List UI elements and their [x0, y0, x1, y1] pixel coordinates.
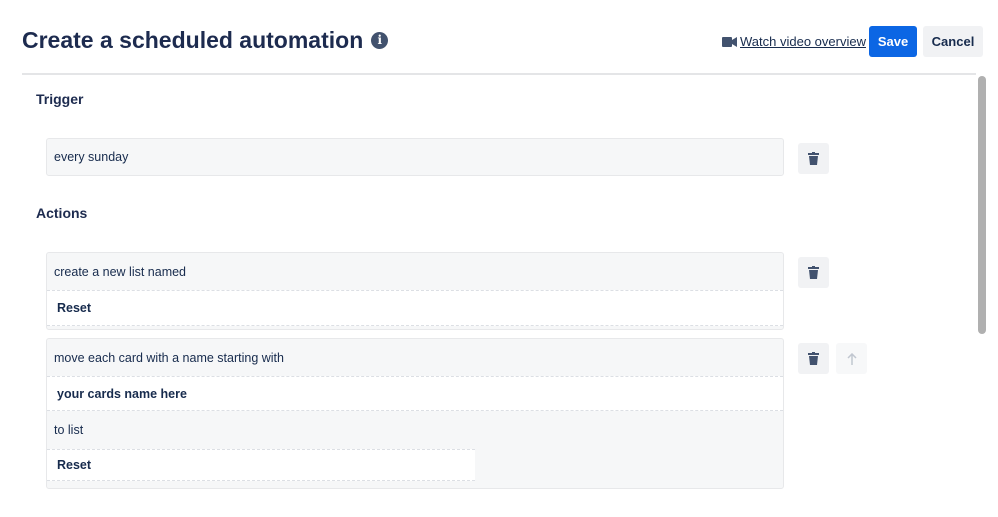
- card-name-input[interactable]: your cards name here: [47, 376, 783, 411]
- arrow-up-icon: [846, 352, 857, 365]
- delete-trigger-button[interactable]: [798, 143, 829, 174]
- list-name-input[interactable]: Reset: [47, 290, 783, 326]
- trash-icon: [808, 352, 819, 365]
- move-up-button[interactable]: [836, 343, 867, 374]
- action-text: create a new list named: [54, 264, 187, 279]
- trigger-heading: Trigger: [36, 91, 84, 107]
- action-text: move each card with a name starting with: [54, 350, 284, 365]
- list-select[interactable]: Reset: [47, 449, 475, 481]
- watch-video-link[interactable]: Watch video overview: [722, 34, 866, 49]
- scrollbar[interactable]: [978, 76, 986, 334]
- watch-video-text[interactable]: Watch video overview: [740, 34, 866, 49]
- delete-action-button[interactable]: [798, 343, 829, 374]
- video-camera-icon: [722, 36, 737, 47]
- trigger-text: every sunday: [54, 150, 129, 164]
- action-item: move each card with a name starting with…: [46, 338, 784, 489]
- info-icon[interactable]: i: [371, 32, 389, 49]
- action-text-2: to list: [54, 423, 84, 437]
- trigger-box[interactable]: every sunday: [46, 138, 784, 176]
- save-button[interactable]: Save: [869, 26, 917, 57]
- cancel-button[interactable]: Cancel: [923, 26, 983, 57]
- delete-action-button[interactable]: [798, 257, 829, 288]
- action-item: create a new list named Reset: [46, 252, 784, 330]
- page-title: Create a scheduled automation i: [22, 27, 389, 54]
- trash-icon: [808, 266, 819, 279]
- header-divider: [22, 73, 976, 75]
- page-title-text: Create a scheduled automation: [22, 27, 364, 53]
- actions-heading: Actions: [36, 205, 88, 221]
- trash-icon: [808, 152, 819, 165]
